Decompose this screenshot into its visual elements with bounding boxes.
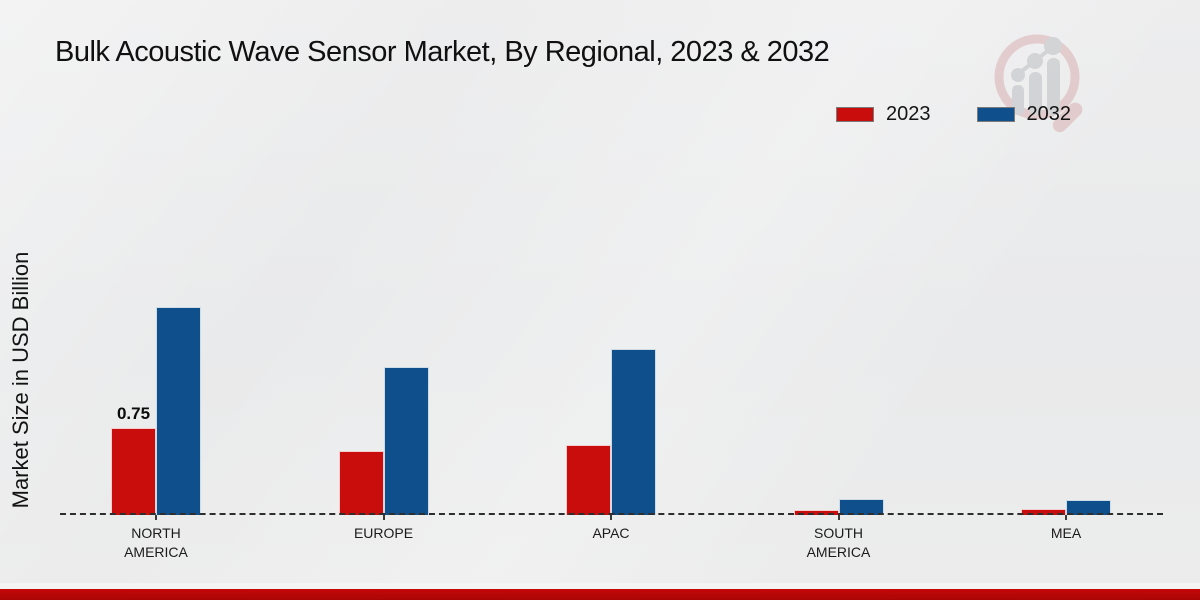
- x-axis-tick-europe: [382, 515, 385, 520]
- bar-2023-apac: [566, 445, 611, 515]
- x-axis-label-mea: MEA: [1050, 525, 1082, 541]
- x-axis-label-north-america: NORTH AMERICA: [124, 525, 188, 560]
- x-axis-tick-apac: [610, 515, 612, 520]
- x-axis-label-europe: EUROPE: [353, 525, 414, 541]
- bar-2032-north-america: [156, 307, 201, 515]
- x-axis-tick-mea: [1065, 515, 1067, 520]
- market-research-watermark-logo: [994, 34, 1083, 133]
- magnifier-ring-icon: [994, 34, 1080, 120]
- legend-swatch-2023: [836, 107, 874, 122]
- data-label-2023-north-america: 0.75: [116, 404, 151, 423]
- x-axis-tick-north-america: [155, 515, 157, 520]
- legend-swatch-2032: [976, 107, 1015, 122]
- x-axis-tick-south-america: [837, 515, 840, 520]
- legend: 2023 2032: [836, 103, 1071, 126]
- footer-divider: [0, 583, 1200, 589]
- chart-title: Bulk Acoustic Wave Sensor Market, By Reg…: [55, 36, 830, 68]
- growth-bars-icon: [1011, 37, 1062, 115]
- bar-2023-mea: [1021, 509, 1066, 515]
- legend-label-2023: 2023: [886, 103, 931, 125]
- footer-bar: [0, 589, 1200, 600]
- bar-2023-south-america: [793, 510, 839, 515]
- legend-item-2023: 2023: [836, 103, 931, 126]
- bar-2023-europe: [338, 451, 384, 515]
- bar-2032-apac: [611, 349, 656, 515]
- legend-label-2032: 2032: [1026, 103, 1072, 125]
- bar-2032-europe: [383, 367, 429, 515]
- bar-2032-south-america: [838, 499, 884, 515]
- x-axis-label-south-america: SOUTH AMERICA: [806, 525, 871, 560]
- legend-item-2032: 2032: [976, 103, 1072, 126]
- bar-2023-north-america: [111, 428, 156, 515]
- x-axis-label-apac: APAC: [592, 525, 630, 541]
- x-axis-baseline: [60, 513, 1163, 515]
- bar-2032-mea: [1066, 500, 1111, 515]
